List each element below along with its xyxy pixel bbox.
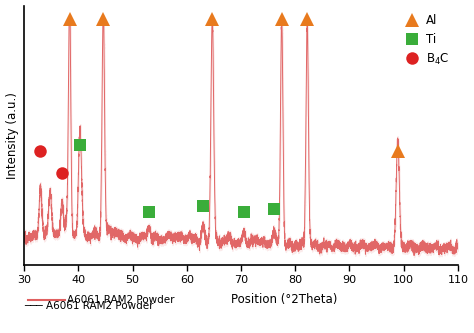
Legend: Al, Ti, B$_4$C: Al, Ti, B$_4$C [398,11,452,69]
Text: Position (°2Theta): Position (°2Theta) [231,293,337,306]
Y-axis label: Intensity (a.u.): Intensity (a.u.) [6,92,18,179]
Text: A6061 RAM2 Powder: A6061 RAM2 Powder [67,295,175,305]
Text: ─── A6061 RAM2 Powder: ─── A6061 RAM2 Powder [24,301,154,311]
